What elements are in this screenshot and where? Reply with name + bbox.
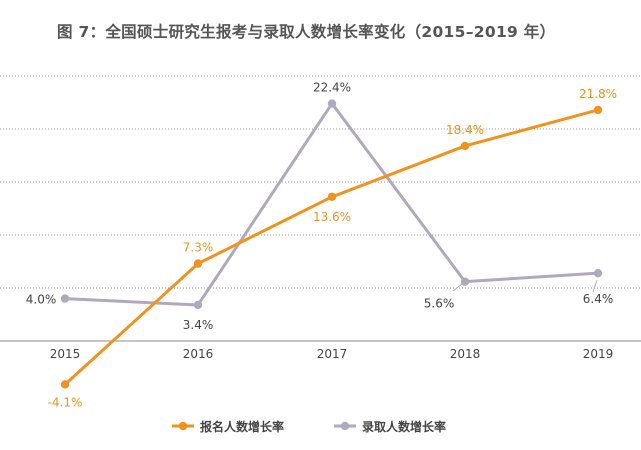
x-tick-label: 2018 bbox=[450, 347, 481, 361]
series-line-admissions bbox=[64, 102, 599, 307]
data-label: 21.8% bbox=[579, 87, 617, 101]
x-tick-label: 2016 bbox=[183, 347, 214, 361]
data-point bbox=[460, 277, 470, 286]
data-label: 3.4% bbox=[183, 318, 214, 332]
data-label: 5.6% bbox=[424, 297, 455, 311]
x-tick-label: 2017 bbox=[317, 347, 348, 361]
data-point bbox=[327, 192, 337, 202]
label-leader bbox=[592, 279, 598, 293]
data-label: 13.6% bbox=[313, 210, 351, 224]
data-point bbox=[593, 268, 603, 278]
legend-label: 录取人数增长率 bbox=[362, 419, 446, 434]
data-label: 7.3% bbox=[183, 241, 214, 255]
x-tick-label: 2019 bbox=[583, 347, 614, 361]
data-point bbox=[327, 99, 337, 108]
series-line-applicants bbox=[63, 108, 599, 386]
data-label: 6.4% bbox=[583, 292, 614, 306]
data-label: 18.4% bbox=[446, 123, 484, 137]
legend-label: 报名人数增长率 bbox=[200, 419, 284, 434]
legend-marker bbox=[340, 421, 350, 431]
data-point bbox=[60, 380, 70, 389]
data-point bbox=[193, 259, 203, 268]
data-point bbox=[460, 141, 470, 151]
x-tick-label: 2015 bbox=[50, 347, 81, 361]
data-point bbox=[60, 294, 70, 303]
label-leader bbox=[452, 283, 463, 292]
data-point bbox=[193, 300, 203, 310]
legend-marker bbox=[178, 421, 188, 431]
chart-title: 图 7：全国硕士研究生报考与录取人数增长率变化（2015–2019 年） bbox=[57, 23, 556, 41]
data-point bbox=[593, 105, 603, 115]
data-label: 22.4% bbox=[313, 81, 351, 95]
data-label: 4.0% bbox=[26, 293, 57, 307]
data-label: -4.1% bbox=[48, 395, 83, 409]
